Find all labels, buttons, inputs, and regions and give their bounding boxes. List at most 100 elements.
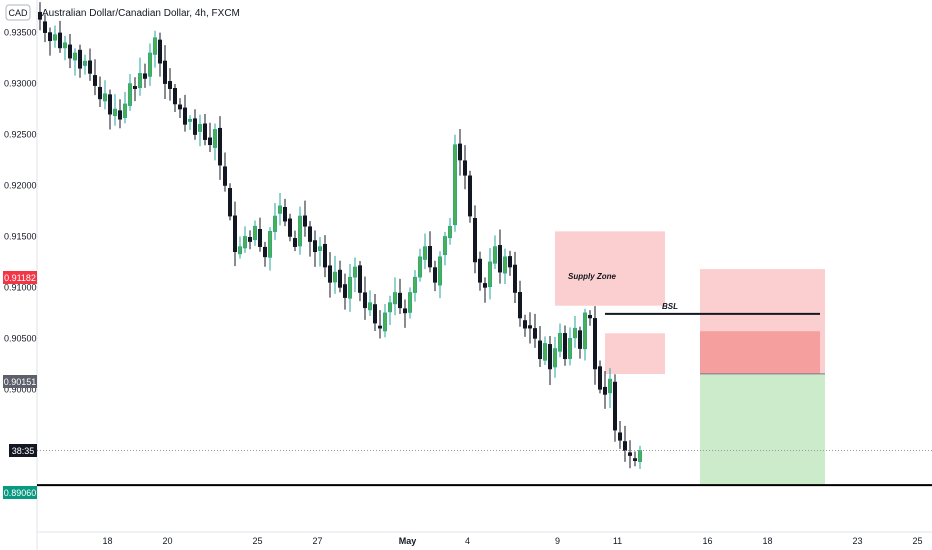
position-target-area[interactable] xyxy=(700,373,825,486)
countdown-tag: 38:35 xyxy=(12,446,35,456)
candle-body xyxy=(502,256,507,274)
annotation-layer[interactable]: BSL Supply Zone xyxy=(37,272,932,487)
candle xyxy=(213,123,218,161)
candle-body xyxy=(512,264,517,293)
price-tags: 0.91182 0.90151 38:35 0.89060 xyxy=(3,271,37,499)
candle-body xyxy=(253,225,258,241)
candle xyxy=(522,314,527,337)
candle xyxy=(552,336,557,378)
candle-body xyxy=(193,118,198,135)
candle-body xyxy=(83,60,88,66)
candle-body xyxy=(622,441,627,451)
drawing-layer[interactable] xyxy=(555,231,825,486)
candle-body xyxy=(582,312,587,350)
candle-body xyxy=(292,238,297,247)
candle-body xyxy=(238,246,243,255)
bsl-label: BSL xyxy=(662,302,678,311)
countdown-tag-box xyxy=(9,444,37,457)
currency-badge[interactable]: CAD xyxy=(8,8,28,18)
currency-badge-box[interactable] xyxy=(5,4,31,21)
candle xyxy=(487,248,492,300)
candle-body xyxy=(457,143,462,161)
candle xyxy=(482,277,487,303)
candle xyxy=(287,213,292,242)
candle-body xyxy=(572,327,577,339)
price-tick-label: 0.90500 xyxy=(4,333,37,343)
candle xyxy=(158,32,163,77)
candle xyxy=(607,368,612,409)
candle xyxy=(153,30,158,68)
candle xyxy=(143,63,148,88)
supply-zone-label: Supply Zone xyxy=(568,272,617,281)
candle-body xyxy=(637,450,642,463)
candle-body xyxy=(322,243,327,268)
time-tick-label: 4 xyxy=(465,536,470,546)
candle-body xyxy=(407,292,412,313)
candle xyxy=(57,20,62,53)
gray-price-tag-box xyxy=(3,375,37,388)
candle xyxy=(148,43,153,86)
candle-body xyxy=(387,302,392,313)
candle xyxy=(307,221,312,257)
candle xyxy=(47,27,52,56)
time-tick-label: 18 xyxy=(102,536,112,546)
candle xyxy=(627,440,632,469)
price-axis[interactable]: 0.93500 0.93000 0.92500 0.92000 0.91500 0.910… xyxy=(4,28,37,395)
candle-body xyxy=(52,34,57,41)
candle xyxy=(462,145,467,190)
candle-body xyxy=(113,108,118,117)
candle-body xyxy=(282,206,287,222)
candle xyxy=(392,277,397,316)
candle xyxy=(253,220,258,246)
candle-body xyxy=(607,378,612,394)
supply-zone-upper[interactable] xyxy=(555,231,665,306)
candle-body xyxy=(332,271,337,283)
candle-body xyxy=(93,75,98,86)
candle-body xyxy=(537,340,542,360)
candle xyxy=(118,99,123,129)
candle-body xyxy=(627,452,632,456)
candles-group xyxy=(37,2,642,469)
candle xyxy=(272,202,277,240)
candle-body xyxy=(188,118,193,122)
candle-body xyxy=(592,318,597,370)
candle-body xyxy=(507,256,512,268)
time-tick-label: May xyxy=(399,536,417,546)
price-tick-label: 0.91000 xyxy=(4,282,37,292)
candle-body xyxy=(542,343,547,361)
candle-body xyxy=(68,44,73,59)
candle-body xyxy=(312,240,317,253)
candle-body xyxy=(372,304,377,324)
supply-zone-lower[interactable] xyxy=(605,333,665,375)
candle xyxy=(248,230,253,250)
candle xyxy=(637,445,642,469)
candle-body xyxy=(612,381,617,431)
candle-body xyxy=(47,32,52,42)
time-tick-label: 11 xyxy=(613,536,622,546)
candle-body xyxy=(317,246,322,251)
time-tick-label: 27 xyxy=(312,536,322,546)
candle-body xyxy=(198,124,203,132)
candle xyxy=(312,230,317,267)
candle xyxy=(497,229,502,284)
candle-body xyxy=(337,269,342,288)
candle xyxy=(173,83,178,112)
time-tick-label: 18 xyxy=(762,536,772,546)
time-axis[interactable]: 18 20 25 27 May 4 9 11 16 18 23 25 xyxy=(102,536,922,546)
candle-body xyxy=(472,217,477,263)
candle xyxy=(377,310,382,339)
candle xyxy=(447,217,452,245)
candle-body xyxy=(392,292,397,305)
candle xyxy=(78,44,83,78)
candle xyxy=(62,35,67,61)
chart-header: CAD Australian Dollar/Canadian Dollar, 4… xyxy=(5,4,240,21)
candle-body xyxy=(447,225,452,239)
candle-body xyxy=(73,52,78,61)
candle-body xyxy=(133,86,138,89)
position-stop-inner-area[interactable] xyxy=(700,331,820,374)
candle xyxy=(557,323,562,358)
candle-body xyxy=(547,344,552,370)
candle xyxy=(357,260,362,302)
candle xyxy=(103,80,108,110)
